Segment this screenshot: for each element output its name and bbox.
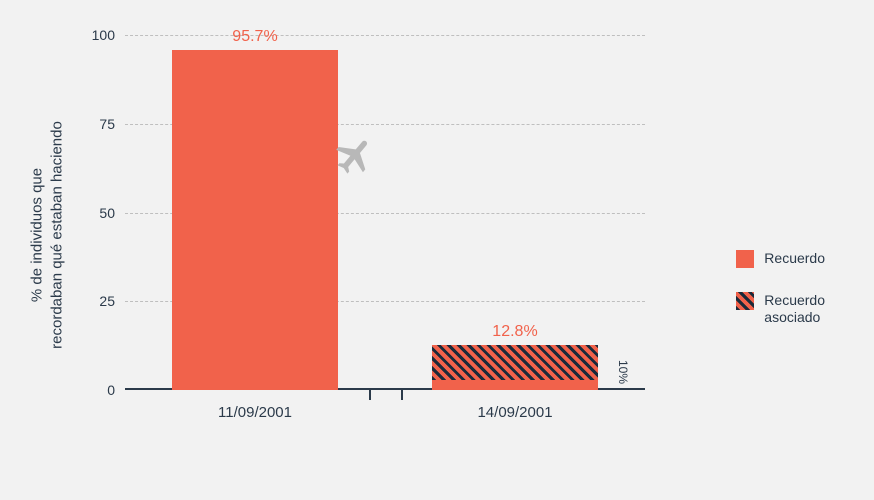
- chart-container: % de individuos que recordaban qué estab…: [55, 35, 845, 465]
- ylabel-line2: recordaban qué estaban haciendo: [47, 121, 67, 349]
- ylabel-line1: % de individuos que: [29, 168, 46, 302]
- legend-swatch-hatched: [736, 292, 754, 310]
- bar-segment-hatched: [432, 345, 598, 381]
- y-tick-label: 50: [99, 205, 115, 221]
- bar-value-label: 12.8%: [492, 323, 537, 341]
- legend-swatch: [736, 250, 754, 268]
- bar-segment: [432, 380, 598, 390]
- bar-segment: [172, 50, 338, 390]
- category-tick: [401, 390, 403, 400]
- legend-item: Recuerdoasociado: [736, 292, 825, 326]
- legend: Recuerdo Recuerdoasociado: [736, 250, 825, 350]
- category-tick: [369, 390, 371, 400]
- grid-line: [125, 35, 645, 36]
- y-axis-label: % de individuos que recordaban qué estab…: [28, 121, 67, 349]
- bar: 95.7%: [172, 50, 338, 390]
- bar-side-label: 10%: [616, 360, 630, 384]
- y-tick-label: 0: [107, 382, 115, 398]
- bar-value-label: 95.7%: [232, 28, 277, 46]
- bar: 12.8%10%: [432, 345, 598, 390]
- airplane-icon: [333, 134, 377, 178]
- y-tick-label: 75: [99, 116, 115, 132]
- y-tick-label: 25: [99, 293, 115, 309]
- legend-item: Recuerdo: [736, 250, 825, 268]
- category-label: 14/09/2001: [477, 404, 552, 421]
- legend-label: Recuerdo: [764, 250, 825, 267]
- y-tick-label: 100: [92, 27, 115, 43]
- legend-label: Recuerdoasociado: [764, 292, 825, 326]
- category-label: 11/09/2001: [218, 404, 292, 421]
- plot-area: 025507510095.7%11/09/200112.8%10%14/09/2…: [125, 35, 645, 390]
